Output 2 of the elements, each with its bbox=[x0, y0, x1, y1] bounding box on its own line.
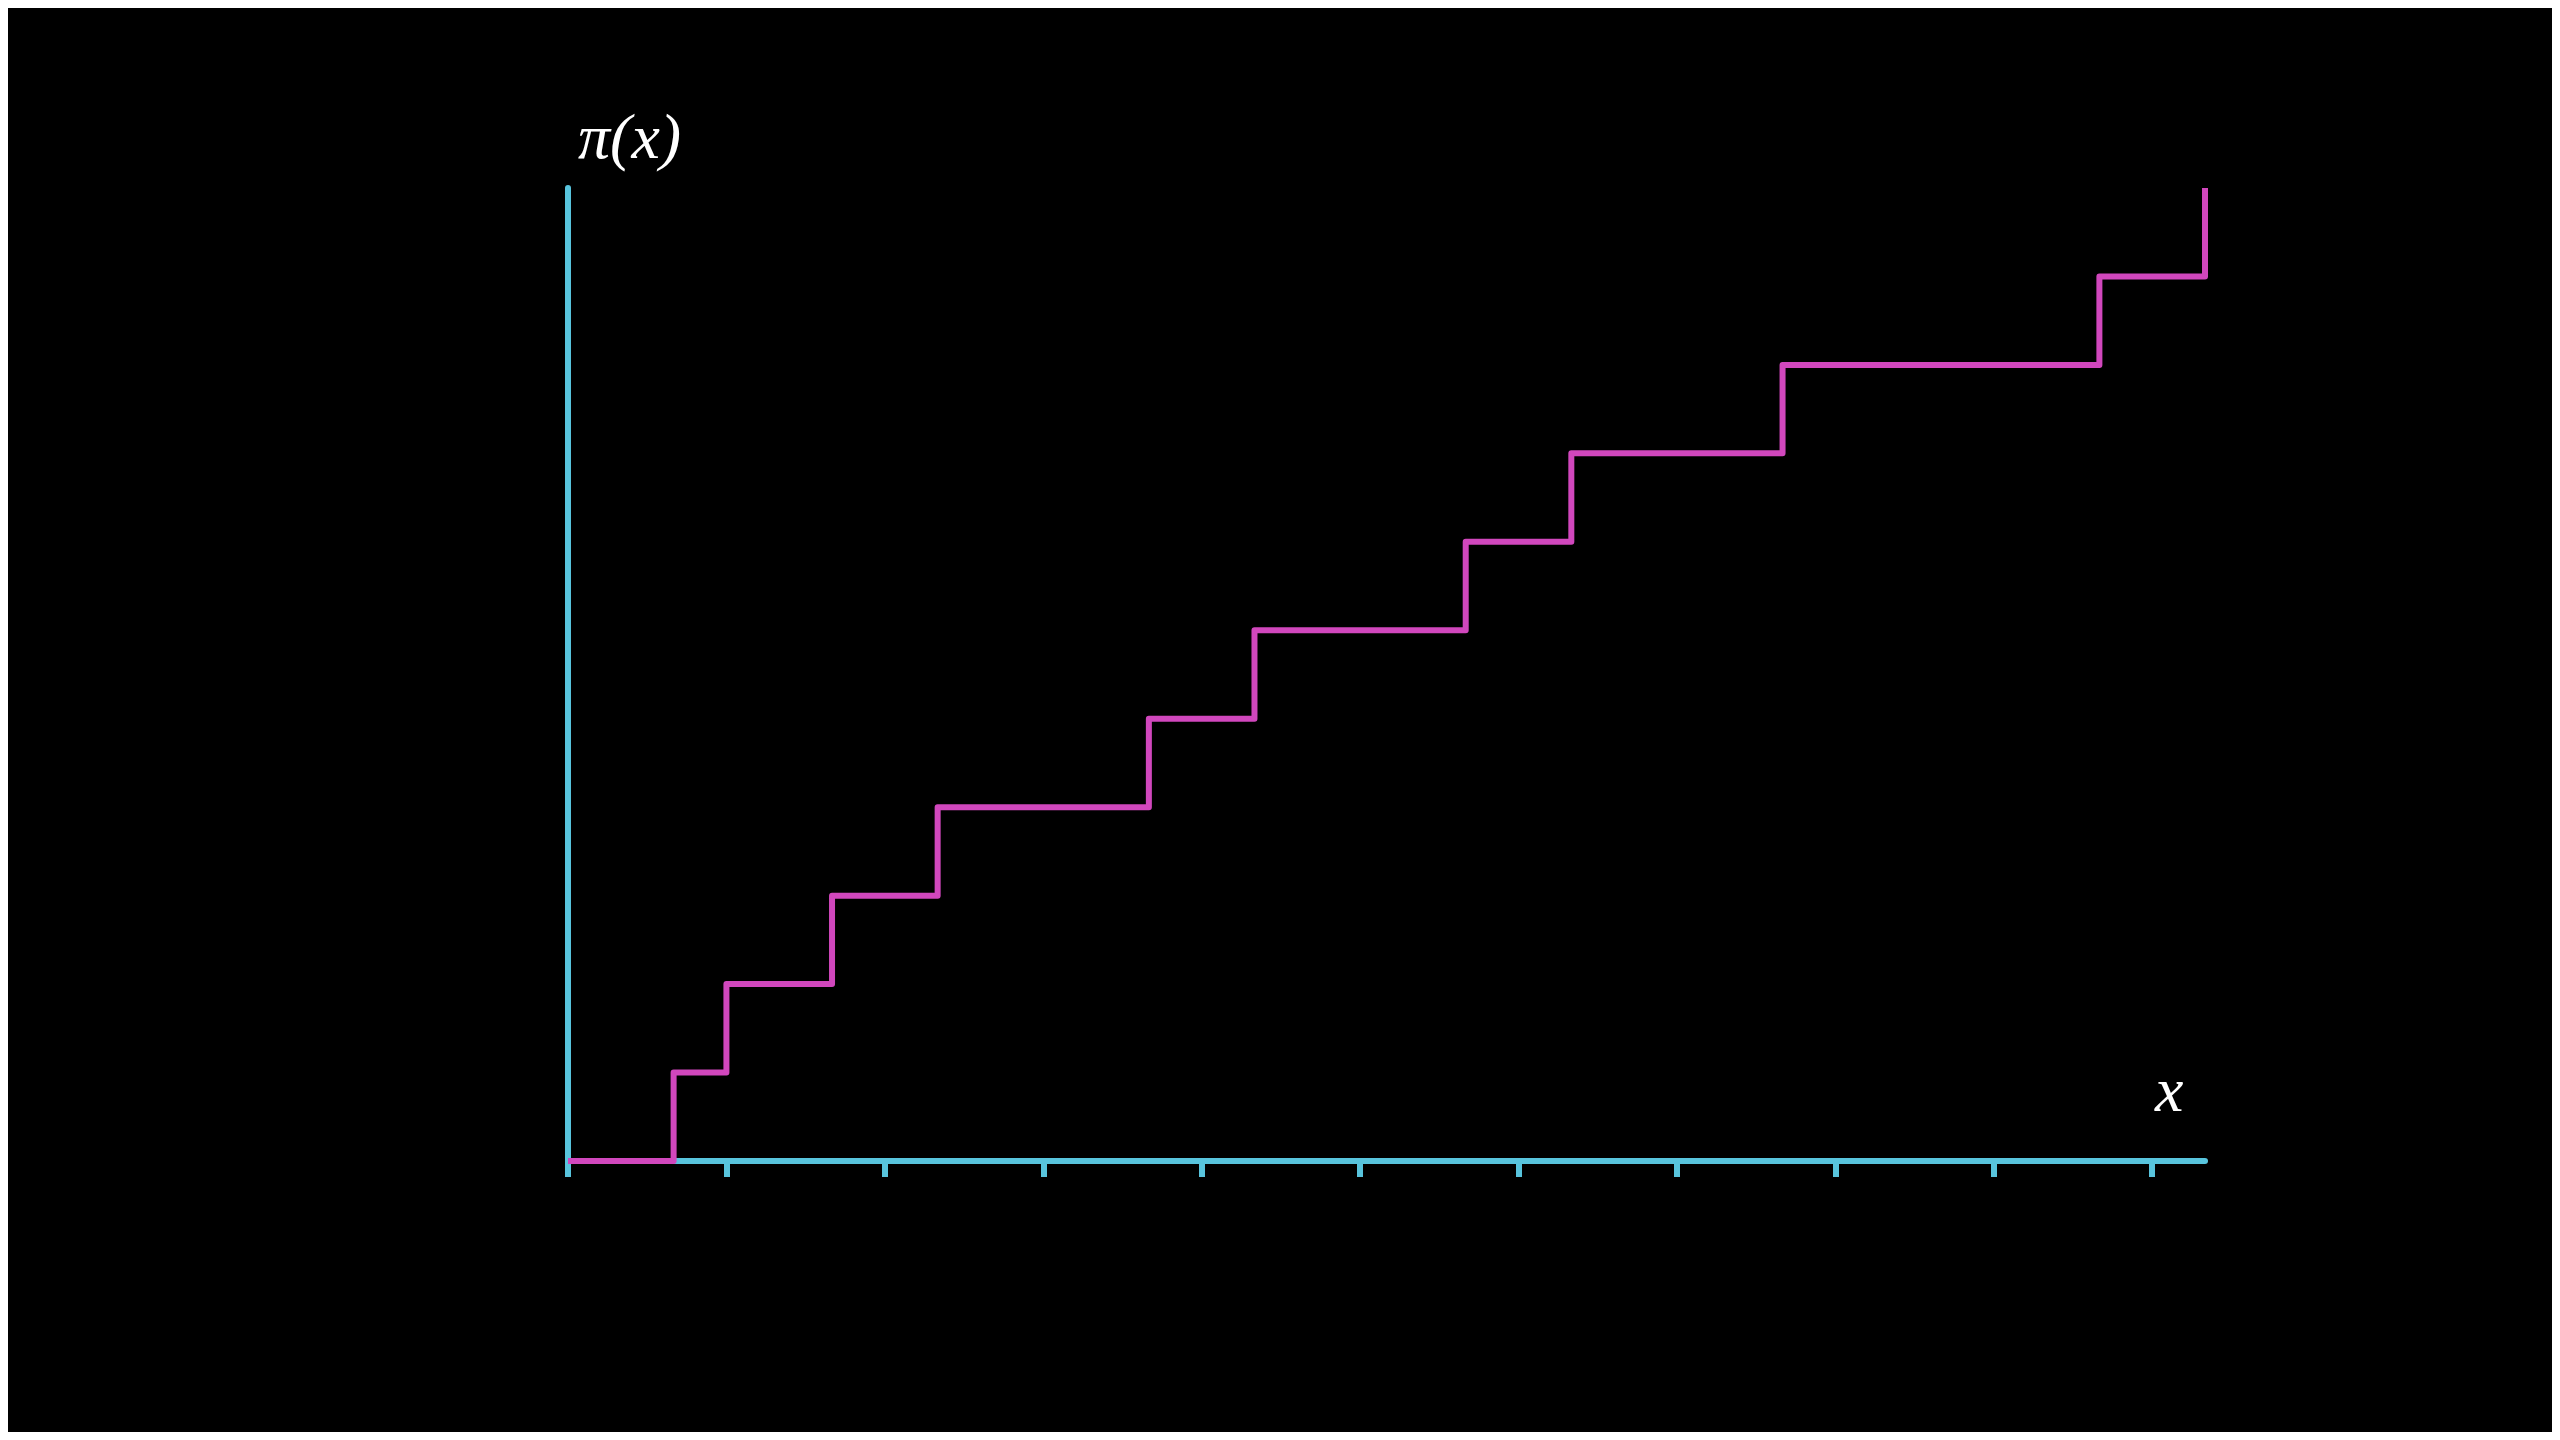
y-axis-title: π(x) bbox=[578, 100, 682, 172]
x-axis-title: x bbox=[2154, 1053, 2184, 1125]
